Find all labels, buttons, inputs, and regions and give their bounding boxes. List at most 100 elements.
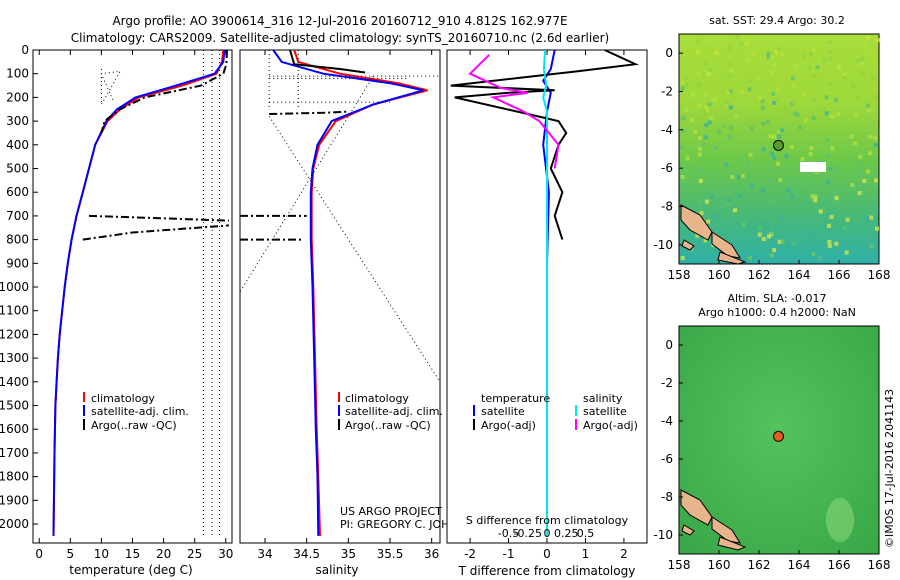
sst-texture-cell [707, 102, 712, 107]
sst-texture-cell [761, 147, 766, 152]
sst-texture-cell [696, 71, 701, 76]
sst-texture-cell [776, 87, 781, 91]
sst-texture-cell [825, 154, 830, 159]
sst-texture-cell [849, 134, 854, 139]
sst-texture-cell [851, 84, 856, 88]
sst-texture-cell [698, 146, 703, 151]
sst-texture-cell [803, 118, 808, 123]
sst-texture-cell [857, 191, 862, 196]
sst-texture-cell [857, 170, 862, 175]
difference-x-label: T difference from climatology [458, 564, 636, 578]
salinity-xtick-label: 36 [424, 547, 439, 561]
difference-panel: -2 -1 0 1 2 -0.5-0.25 0 0.250.5 S difference fr… [446, 49, 648, 578]
sst-texture-cell [757, 225, 762, 230]
sst-texture-cell [723, 123, 728, 128]
salinity-xtick-label: 35.5 [377, 547, 404, 561]
sst-texture-cell [705, 108, 710, 113]
sst-texture-cell [869, 215, 874, 220]
salinity-series-9 [268, 116, 440, 383]
sst-texture-cell [748, 255, 752, 260]
sst-texture-cell [811, 98, 816, 103]
sst-texture-cell [703, 92, 708, 97]
salinity-xtick-label: 34 [257, 547, 272, 561]
difference-xtick-label: 2 [620, 547, 628, 561]
sst-texture-cell [777, 135, 782, 140]
sla_map-xtick-label: 160 [708, 558, 731, 572]
sst-texture-cell [860, 72, 865, 77]
sst-texture-cell [875, 226, 879, 231]
sst-texture-cell [850, 182, 855, 187]
temperature-ytick-label: 1600 [0, 422, 29, 436]
sst-texture-cell [766, 120, 771, 125]
sst-texture-cell [779, 128, 784, 133]
salinity-series-3 [269, 110, 349, 115]
temperature-ytick-label: 1200 [0, 327, 29, 341]
sst-texture-cell [773, 198, 778, 203]
sst-texture-cell [822, 58, 827, 63]
difference-series-3 [468, 53, 560, 169]
sla-float-marker-icon [773, 430, 784, 442]
sla_map-ytick-label: 0 [665, 338, 673, 352]
sst-texture-cell [708, 68, 713, 73]
sla_map-xtick-label: 164 [788, 558, 811, 572]
sst-texture-cell [680, 86, 685, 91]
sst-texture-cell [740, 174, 745, 179]
sst-texture-cell [684, 108, 689, 113]
sst-texture-cell [866, 35, 871, 40]
sst-texture-cell [828, 166, 833, 171]
sst-texture-cell [714, 50, 719, 55]
salinity-series-1 [272, 50, 424, 536]
sst-texture-cell [680, 256, 685, 261]
sst-texture-cell [818, 256, 823, 261]
temperature-legend-climatology: climatology [91, 392, 155, 405]
sst-texture-cell [827, 243, 832, 248]
sst-texture-cell [866, 103, 871, 108]
temperature-ytick-label: 100 [6, 67, 29, 81]
sst-texture-cell [829, 82, 833, 87]
difference-legend-s-satellite: satellite [583, 405, 627, 418]
temperature-ytick-label: 400 [6, 138, 29, 152]
sst-texture-cell [772, 248, 777, 253]
temperature-legend-argo: Argo(..raw -QC) [91, 419, 177, 432]
sst-texture-cell [772, 134, 776, 139]
sst-texture-cell [697, 104, 702, 108]
sla_map-ytick-label: -4 [661, 414, 673, 428]
sst-texture-cell [744, 41, 749, 46]
sst-texture-cell [834, 259, 839, 263]
sst-texture-cell [702, 109, 707, 114]
sst-texture-cell [704, 199, 709, 204]
sla_map-xtick-label: 162 [748, 558, 771, 572]
sst-texture-cell [777, 239, 782, 244]
sst-texture-cell [680, 81, 685, 85]
salinity-legend-argo: Argo(..raw -QC) [345, 419, 431, 432]
difference-top-xtick-label: -0.25 [514, 527, 542, 540]
sst-texture-cell [786, 187, 791, 192]
sst-texture-cell [756, 76, 761, 81]
sst-texture-cell [793, 111, 798, 116]
sst-texture-cell [875, 38, 880, 43]
sst-texture-cell [709, 116, 714, 121]
sst-texture-cell [795, 113, 800, 117]
difference-legend-salinity: salinity [583, 392, 623, 405]
sst-texture-cell [868, 134, 873, 139]
temperature-xtick-label: 30 [218, 547, 233, 561]
sst-texture-cell [706, 72, 711, 77]
sst-texture-cell [800, 157, 805, 162]
temperature-ytick-label: 1800 [0, 470, 29, 484]
sst-texture-cell [780, 239, 785, 244]
difference-top-xtick-label: 0.25 [554, 527, 579, 540]
sst-texture-cell [867, 108, 872, 113]
sst-texture-cell [802, 54, 807, 59]
sst-missing-data [800, 162, 826, 172]
sst-texture-cell [868, 172, 873, 177]
sla-map-title-1: Altim. SLA: -0.017 [727, 292, 826, 305]
sst-texture-cell [811, 252, 816, 257]
sst-texture-cell [707, 120, 712, 125]
sst-texture-cell [748, 152, 753, 157]
sst-texture-cell [791, 76, 795, 81]
sst-texture-cell [739, 41, 744, 46]
sst-texture-cell [812, 245, 817, 249]
sst-texture-cell [696, 39, 700, 44]
sla-map-land [680, 489, 747, 551]
sst-texture-cell [736, 175, 741, 179]
